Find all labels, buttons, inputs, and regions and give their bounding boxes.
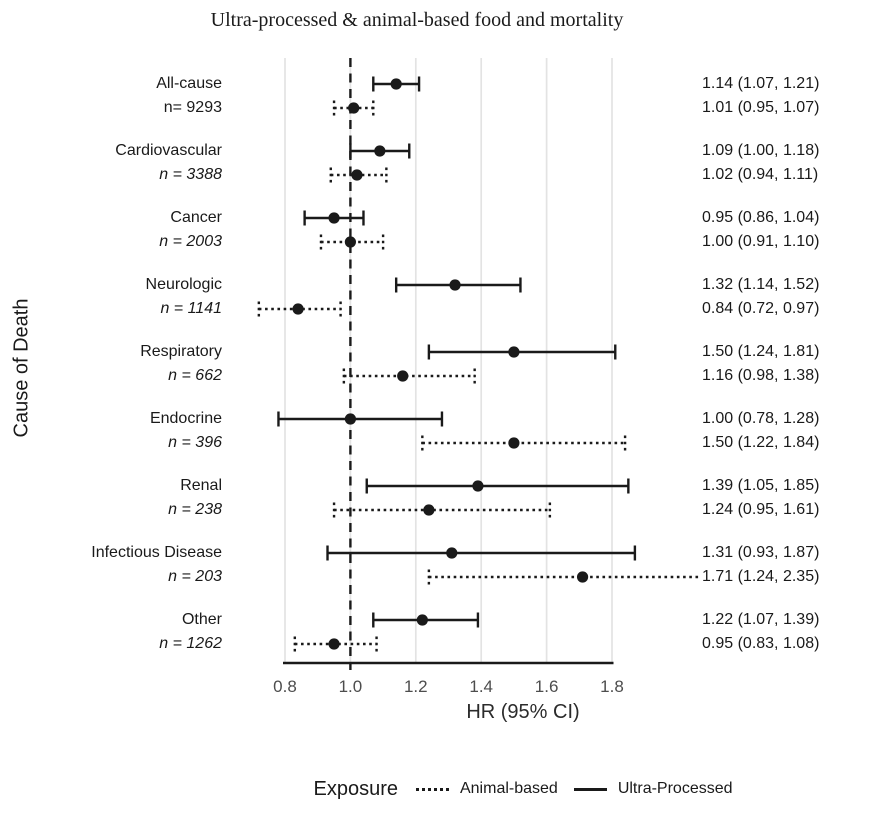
- hr-text-animal-based: 0.95 (0.83, 1.08): [702, 635, 820, 652]
- hr-point: [576, 571, 589, 583]
- legend-item-animal-based: Animal-based: [415, 780, 558, 798]
- hr-text-animal-based: 1.02 (0.94, 1.11): [702, 166, 819, 183]
- hr-point: [508, 437, 520, 449]
- cause-name: Renal: [180, 477, 222, 494]
- legend-title: Exposure: [313, 777, 398, 800]
- hr-text-animal-based: 1.00 (0.91, 1.10): [702, 233, 820, 250]
- cause-n-count: n = 662: [168, 367, 222, 384]
- cause-name: All-cause: [156, 75, 222, 92]
- hr-text-animal-based: 1.71 (1.24, 2.35): [702, 568, 820, 585]
- hr-point: [508, 346, 520, 358]
- group-label: Other n = 1262: [159, 608, 222, 656]
- hr-values: 1.39 (1.05, 1.85) 1.24 (0.95, 1.61): [702, 474, 819, 522]
- hr-text-ultra-processed: 1.09 (1.00, 1.18): [702, 142, 820, 159]
- cause-name: Cancer: [170, 209, 222, 226]
- legend-label-animal-based: Animal-based: [459, 780, 558, 797]
- hr-text-animal-based: 1.01 (0.95, 1.07): [702, 99, 820, 116]
- hr-text-ultra-processed: 1.50 (1.24, 1.81): [702, 343, 820, 360]
- hr-text-ultra-processed: 1.39 (1.05, 1.85): [702, 477, 820, 494]
- x-tick-label: 0.8: [273, 677, 297, 696]
- x-tick-label: 1.2: [403, 677, 428, 696]
- x-tick-label: 1.0: [338, 677, 363, 696]
- cause-n-count: n = 396: [168, 434, 222, 451]
- hr-point: [374, 145, 386, 157]
- hr-point: [416, 614, 428, 626]
- hr-point: [292, 303, 304, 315]
- hr-text-ultra-processed: 0.95 (0.86, 1.04): [702, 209, 820, 226]
- hr-values: 1.14 (1.07, 1.21) 1.01 (0.95, 1.07): [702, 72, 819, 120]
- x-tick-label: 1.8: [600, 677, 624, 696]
- cause-name: Neurologic: [145, 276, 222, 293]
- solid-line-sample-icon: [573, 787, 607, 791]
- cause-n-count: n = 1262: [159, 635, 222, 652]
- hr-point: [344, 236, 356, 248]
- hr-text-animal-based: 1.16 (0.98, 1.38): [702, 367, 820, 384]
- group-label: Respiratory n = 662: [140, 340, 222, 388]
- hr-text-ultra-processed: 1.32 (1.14, 1.52): [702, 276, 820, 293]
- hr-point: [328, 212, 340, 224]
- cause-n-count: n = 203: [168, 568, 222, 585]
- hr-point: [328, 638, 340, 650]
- group-label: Neurologic n = 1141: [146, 273, 222, 321]
- hr-point: [446, 547, 458, 559]
- x-tick-label: 1.4: [469, 677, 493, 696]
- hr-values: 1.31 (0.93, 1.87) 1.71 (1.24, 2.35): [702, 541, 819, 589]
- hr-point: [348, 102, 360, 114]
- dotted-line-sample-icon: [415, 787, 449, 791]
- hr-point: [397, 370, 409, 382]
- cause-n-count: n= 9293: [163, 99, 222, 116]
- group-label: Cancer n = 2003: [159, 206, 222, 254]
- group-label: Renal n = 238: [168, 474, 222, 522]
- hr-values: 1.22 (1.07, 1.39) 0.95 (0.83, 1.08): [702, 608, 819, 656]
- hr-text-animal-based: 1.50 (1.22, 1.84): [702, 434, 820, 451]
- legend-item-ultra-processed: Ultra-Processed: [573, 780, 733, 798]
- hr-values: 1.32 (1.14, 1.52) 0.84 (0.72, 0.97): [702, 273, 819, 321]
- hr-point: [423, 504, 435, 516]
- group-label: All-cause n= 9293: [156, 72, 222, 120]
- cause-name: Endocrine: [149, 410, 222, 427]
- cause-name: Cardiovascular: [115, 142, 222, 159]
- group-label: Endocrine n = 396: [150, 407, 222, 455]
- hr-values: 0.95 (0.86, 1.04) 1.00 (0.91, 1.10): [702, 206, 819, 254]
- hr-point: [472, 480, 484, 492]
- hr-values: 1.09 (1.00, 1.18) 1.02 (0.94, 1.11): [702, 139, 819, 187]
- cause-n-count: n = 2003: [159, 233, 222, 250]
- hr-values: 1.00 (0.78, 1.28) 1.50 (1.22, 1.84): [702, 407, 819, 455]
- x-axis-title: HR (95% CI): [466, 701, 580, 723]
- legend: Exposure Animal-based Ultra-Processed: [172, 773, 874, 805]
- hr-text-animal-based: 0.84 (0.72, 0.97): [702, 300, 820, 317]
- cause-name: Respiratory: [140, 343, 222, 360]
- group-label: Infectious Disease n = 203: [91, 541, 222, 589]
- hr-text-animal-based: 1.24 (0.95, 1.61): [702, 501, 820, 518]
- hr-point: [390, 78, 402, 90]
- hr-text-ultra-processed: 1.00 (0.78, 1.28): [702, 410, 820, 427]
- cause-name: Infectious Disease: [91, 544, 222, 561]
- group-label: Cardiovascular n = 3388: [115, 139, 222, 187]
- hr-text-ultra-processed: 1.14 (1.07, 1.21): [702, 75, 820, 92]
- hr-text-ultra-processed: 1.22 (1.07, 1.39): [702, 611, 820, 628]
- hr-point: [351, 169, 363, 181]
- hr-text-ultra-processed: 1.31 (0.93, 1.87): [702, 544, 820, 561]
- cause-n-count: n = 238: [168, 501, 222, 518]
- cause-n-count: n = 3388: [159, 166, 222, 183]
- x-tick-label: 1.6: [534, 677, 559, 696]
- cause-name: Other: [181, 611, 222, 628]
- chart-title: Ultra-processed & animal-based food and …: [210, 9, 624, 31]
- cause-n-count: n = 1141: [160, 300, 222, 317]
- hr-values: 1.50 (1.24, 1.81) 1.16 (0.98, 1.38): [702, 340, 819, 388]
- hr-point: [449, 279, 461, 291]
- hr-point: [344, 413, 356, 425]
- legend-label-ultra-processed: Ultra-Processed: [617, 780, 733, 797]
